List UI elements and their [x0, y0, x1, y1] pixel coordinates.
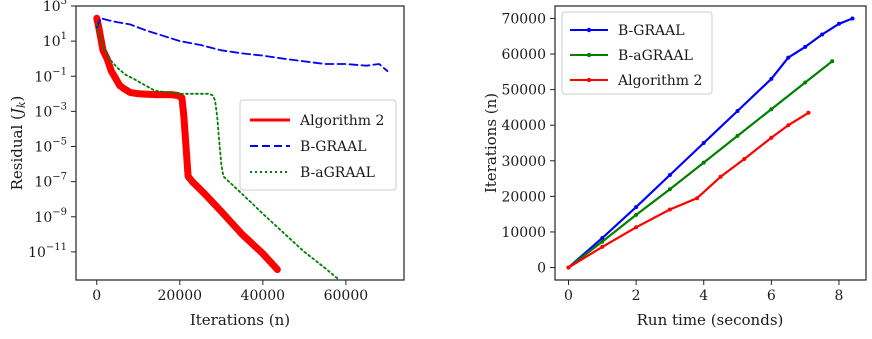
residual-ytick-label: 10−1 — [34, 66, 67, 85]
residual-legend-box — [239, 99, 397, 191]
residual-chart-ticks: 0 20000 40000 60000 103 101 10−1 10−3 10−5 10−7 10… — [28, 0, 368, 304]
residual-legend-label: B-aGRAAL — [300, 165, 375, 181]
iterations-chart-ylabel: Iterations (n) — [482, 93, 500, 193]
iterations-legend-label: B-aGRAAL — [618, 48, 693, 64]
iterations-xtick-label: 0 — [564, 288, 573, 304]
residual-ytick-label: 101 — [43, 31, 67, 50]
residual-chart-xlabel: Iterations (n) — [190, 311, 290, 329]
residual-ytick-label: 10−7 — [34, 172, 67, 191]
iterations-point-algorithm-2 — [742, 157, 747, 161]
iterations-series-b-graal — [567, 17, 853, 269]
iterations-ytick-label: 50000 — [501, 83, 546, 99]
iterations-point-b-agraal — [634, 212, 639, 217]
iterations-point-algorithm-2 — [667, 207, 672, 212]
iterations-ytick-label: 10000 — [501, 225, 546, 241]
iterations-xtick-label: 8 — [834, 288, 843, 304]
iterations-legend-box — [561, 11, 713, 95]
residual-series-algorithm-2 — [93, 14, 281, 273]
iterations-point-b-agraal — [701, 160, 706, 165]
residual-chart-frame — [75, 5, 405, 281]
iterations-point-b-graal — [667, 173, 672, 177]
iterations-legend-label: Algorithm 2 — [617, 73, 702, 89]
residual-legend-label: B-GRAAL — [300, 139, 367, 155]
residual-ytick-label: 10−3 — [34, 101, 67, 120]
iterations-ytick-label: 70000 — [501, 11, 546, 27]
residual-chart: 0 20000 40000 60000 103 101 10−1 10−3 10−5 10−7 10… — [8, 0, 405, 329]
residual-ytick-label: 10−11 — [28, 242, 67, 261]
iterations-point-b-agraal — [830, 59, 835, 64]
residual-chart-legend: Algorithm 2 B-GRAAL B-aGRAAL — [239, 99, 397, 191]
residual-ytick-label: 10−5 — [34, 137, 67, 156]
iterations-point-b-graal — [850, 16, 855, 21]
iterations-point-b-agraal — [600, 239, 605, 244]
iterations-xtick-label: 6 — [767, 288, 776, 304]
iterations-point-algorithm-2 — [634, 225, 639, 230]
iterations-legend-marker — [586, 77, 592, 83]
residual-chart-ylabel: Residual (Jk) — [8, 96, 28, 191]
iterations-point-b-agraal — [667, 187, 672, 192]
iterations-point-algorithm-2 — [695, 196, 699, 201]
iterations-point-algorithm-2 — [769, 135, 774, 140]
residual-legend-label: Algorithm 2 — [299, 113, 384, 129]
iterations-ytick-label: 30000 — [501, 154, 546, 170]
iterations-point-algorithm-2 — [718, 174, 723, 179]
iterations-chart-frame — [554, 5, 867, 281]
iterations-point-b-graal — [820, 32, 825, 37]
iterations-legend-marker — [586, 52, 592, 58]
iterations-xtick-label: 2 — [632, 288, 641, 304]
iterations-chart-series — [566, 16, 855, 270]
residual-xtick-label: 0 — [92, 288, 101, 304]
iterations-chart: 0 2 4 6 8 0 10000 20000 30000 40000 50000 60000 7000… — [482, 5, 867, 329]
iterations-xtick-label: 4 — [699, 288, 708, 304]
residual-series-b-agraal — [95, 22, 339, 280]
iterations-chart-xlabel: Run time (seconds) — [637, 311, 784, 329]
iterations-point-algorithm-2 — [600, 244, 605, 249]
iterations-point-b-graal — [803, 44, 808, 49]
iterations-point-algorithm-2 — [786, 123, 791, 128]
iterations-point-b-graal — [634, 205, 639, 210]
residual-ytick-label: 10−9 — [34, 207, 67, 226]
iterations-chart-ticks: 0 2 4 6 8 0 10000 20000 30000 40000 50000 60000 7000… — [501, 11, 843, 304]
iterations-point-b-graal — [769, 76, 774, 81]
iterations-point-b-graal — [837, 21, 841, 26]
iterations-ytick-label: 20000 — [501, 189, 546, 205]
iterations-point-b-graal — [600, 236, 605, 240]
iterations-ytick-label: 0 — [537, 261, 546, 277]
iterations-point-b-agraal — [735, 133, 740, 138]
iterations-point-algorithm-2 — [566, 265, 571, 270]
residual-series-b-graal — [95, 17, 389, 72]
iterations-point-b-graal — [735, 109, 740, 113]
iterations-point-b-agraal — [803, 80, 808, 85]
iterations-point-b-graal — [786, 55, 791, 60]
iterations-ytick-label: 60000 — [501, 47, 546, 63]
residual-xtick-label: 20000 — [158, 288, 203, 304]
iterations-series-algorithm-2 — [567, 111, 810, 269]
residual-xtick-label: 60000 — [324, 288, 369, 304]
iterations-point-b-agraal — [769, 107, 774, 112]
iterations-legend-label: B-GRAAL — [618, 23, 685, 39]
iterations-legend-marker — [586, 27, 592, 33]
iterations-ytick-label: 40000 — [501, 118, 546, 134]
residual-chart-series — [93, 14, 389, 280]
residual-xtick-label: 40000 — [241, 288, 286, 304]
iterations-chart-legend: B-GRAAL B-aGRAAL Algorithm 2 — [561, 11, 713, 95]
residual-ytick-label: 103 — [43, 0, 67, 15]
iterations-point-algorithm-2 — [806, 110, 811, 115]
iterations-point-b-graal — [701, 141, 706, 145]
